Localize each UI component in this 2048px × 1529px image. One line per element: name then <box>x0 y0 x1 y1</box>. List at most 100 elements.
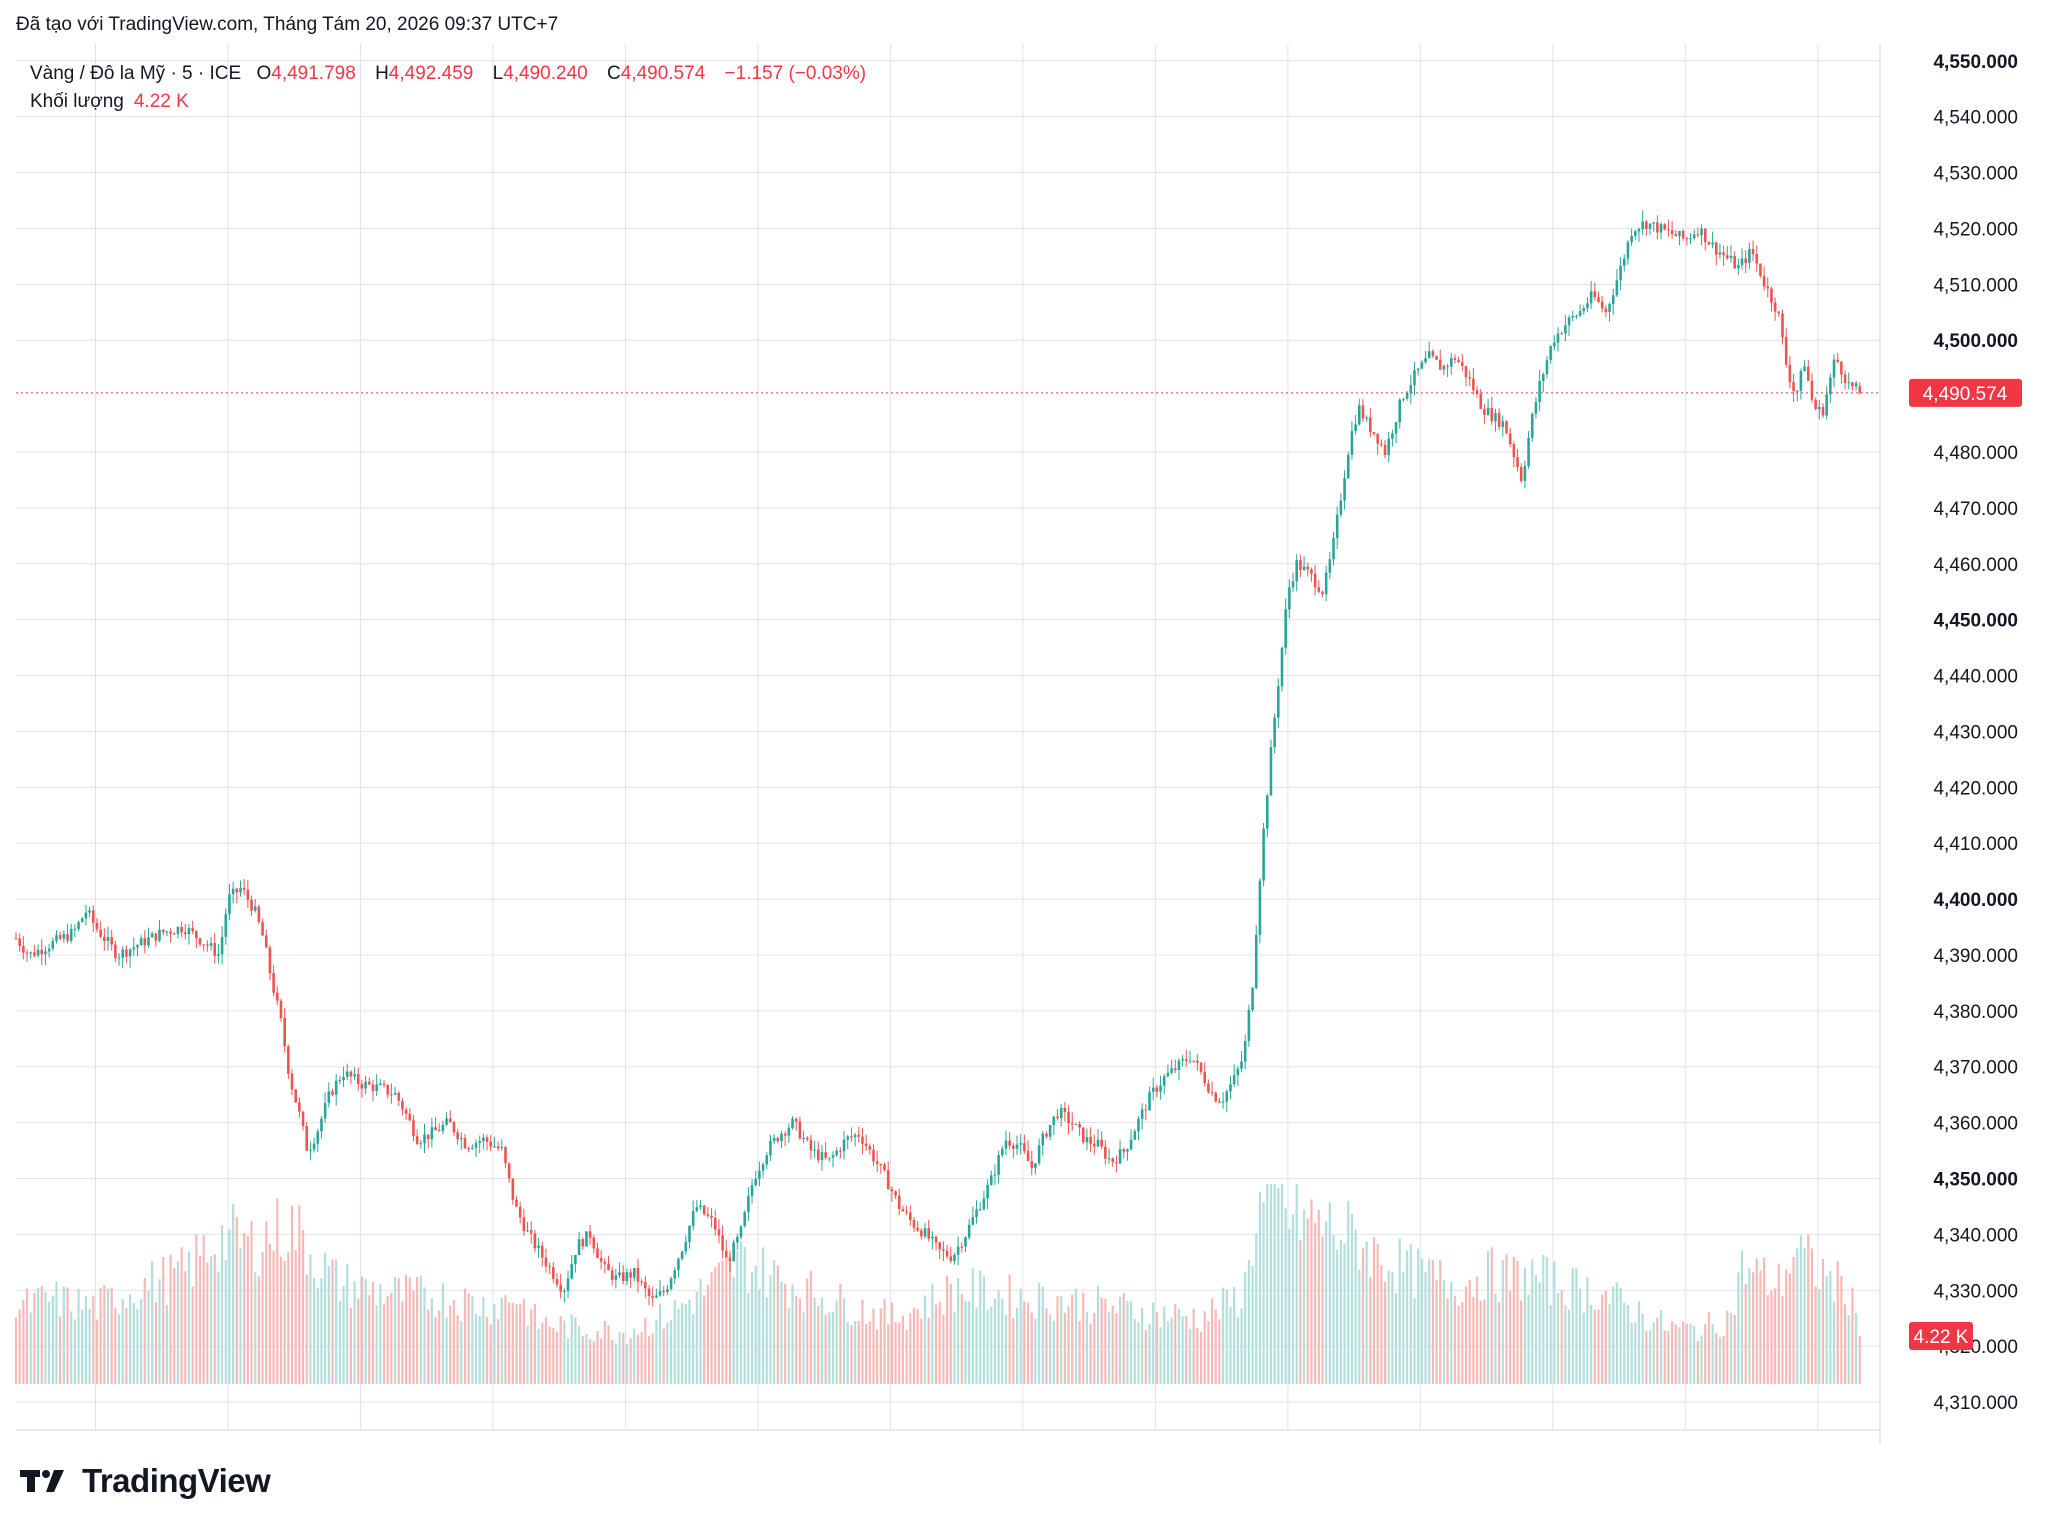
candle-body <box>1405 392 1409 399</box>
candle-body <box>872 1149 875 1162</box>
volume-bar <box>695 1291 698 1384</box>
volume-bar <box>1829 1271 1832 1384</box>
candle-body <box>419 1143 423 1145</box>
candle-body <box>842 1139 846 1152</box>
volume-bar <box>463 1288 467 1384</box>
volume-bar <box>301 1229 305 1384</box>
candle-body <box>1674 234 1678 237</box>
candle-body <box>1490 407 1494 422</box>
volume-bar <box>1575 1268 1578 1384</box>
volume-bar <box>99 1287 102 1384</box>
volume-bar <box>566 1338 570 1384</box>
candle-body <box>1795 390 1799 392</box>
candle-body <box>1357 405 1361 425</box>
candle-body <box>592 1237 596 1249</box>
volume-bar <box>1347 1200 1350 1384</box>
volume-bar <box>1442 1280 1446 1384</box>
volume-bar <box>1398 1238 1401 1384</box>
candle-body <box>728 1257 732 1262</box>
candle-body <box>88 910 91 913</box>
volume-bar <box>1122 1293 1125 1384</box>
candle-body <box>1751 249 1755 255</box>
candle-body <box>1696 234 1700 236</box>
candle-body <box>1140 1109 1144 1119</box>
candle-body <box>338 1080 342 1082</box>
candle-body <box>864 1143 868 1147</box>
candle-body <box>1457 359 1460 363</box>
candle-body <box>839 1150 842 1152</box>
candle-body <box>828 1157 831 1159</box>
volume-bar <box>504 1295 507 1384</box>
candle-body <box>1346 454 1350 479</box>
candle-body <box>1501 421 1505 427</box>
volume-bar <box>106 1288 110 1384</box>
candle-body <box>452 1122 456 1133</box>
candle-body <box>820 1152 824 1161</box>
volume-bar <box>1737 1272 1740 1384</box>
tradingview-brand[interactable]: TradingView <box>20 1462 271 1500</box>
candle-body <box>1037 1145 1041 1164</box>
candle-body <box>1137 1118 1140 1132</box>
volume-bar <box>132 1302 135 1384</box>
volume-bar <box>401 1301 404 1384</box>
tradingview-logo-icon <box>20 1470 64 1492</box>
volume-bar <box>331 1259 334 1384</box>
volume-bar <box>1777 1263 1780 1384</box>
volume-bar <box>647 1336 651 1384</box>
volume-bar <box>945 1275 949 1384</box>
volume-bar <box>1501 1260 1504 1384</box>
candle-body <box>1663 224 1667 230</box>
last-volume-label: 4.22 K <box>1914 1327 1969 1348</box>
candle-body <box>754 1178 758 1186</box>
candle-body <box>342 1076 345 1081</box>
candle-body <box>747 1195 750 1213</box>
volume-bar <box>213 1254 216 1384</box>
low-label: L <box>492 63 504 84</box>
candle-body <box>423 1134 426 1144</box>
candle-body <box>1667 229 1670 231</box>
volume-bar <box>1726 1310 1729 1384</box>
volume-label[interactable]: Khối lượng <box>30 91 124 112</box>
volume-bar <box>596 1330 599 1384</box>
candle-body <box>1173 1068 1177 1071</box>
volume-bar <box>375 1305 378 1384</box>
symbol-name[interactable]: Vàng / Đô la Mỹ · 5 · ICE <box>30 63 242 84</box>
candle-body <box>1207 1083 1210 1093</box>
candle-body <box>114 944 117 959</box>
candle-body <box>1427 351 1431 359</box>
candle-body <box>982 1198 986 1210</box>
price-chart[interactable]: 4,550.000 4,540.000 4,530.000 4,520.000 4,51… <box>0 44 2048 1444</box>
volume-bar <box>1096 1285 1100 1384</box>
candle-body <box>478 1141 481 1144</box>
candle-body <box>180 926 183 933</box>
candle-body <box>1070 1123 1074 1125</box>
volume-bar <box>688 1299 691 1384</box>
volume-bar <box>18 1309 21 1384</box>
volume-bar <box>180 1247 183 1384</box>
volume-bar <box>1026 1303 1030 1384</box>
last-price-label-bg[interactable] <box>1909 378 2022 407</box>
y-tick-label: 4,520.000 <box>1933 219 2018 240</box>
candle-body <box>147 937 150 946</box>
candle-body <box>1770 288 1773 303</box>
candle-body <box>1575 315 1578 317</box>
candle-body <box>66 934 69 941</box>
volume-bar <box>581 1336 584 1384</box>
volume-bar <box>452 1300 456 1384</box>
volume-bar <box>1148 1323 1151 1384</box>
candle-body <box>187 927 191 935</box>
candle-body <box>835 1150 838 1156</box>
volume-bar <box>1715 1333 1718 1384</box>
candle-body <box>1755 254 1759 264</box>
chart-area[interactable]: 4,550.000 4,540.000 4,530.000 4,520.000 4,51… <box>0 44 2048 1444</box>
volume-bar <box>1556 1293 1560 1384</box>
candle-body <box>264 935 268 948</box>
candle-body <box>283 1017 286 1047</box>
volume-bar <box>1630 1322 1633 1384</box>
volume-bar <box>1420 1258 1423 1384</box>
candle-body <box>1188 1060 1192 1062</box>
candle-body <box>794 1118 798 1122</box>
volume-bar <box>276 1198 279 1384</box>
volume-bar <box>346 1263 349 1384</box>
candle-body <box>500 1147 504 1149</box>
